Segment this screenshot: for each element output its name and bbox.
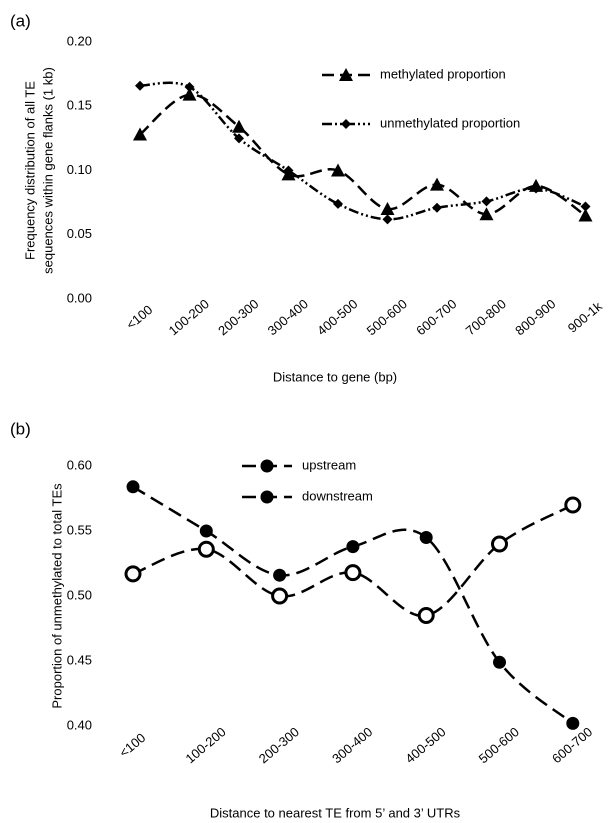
x-tick: 600-700 [549,724,595,766]
marker [273,568,287,582]
marker [126,480,140,494]
marker [184,81,195,92]
x-tick-label: 100-200 [183,724,229,766]
y-tick-label: 0.15 [67,98,92,113]
y-tick-label: 0.00 [67,290,92,305]
x-tick-label: 800-900 [512,296,558,338]
legend-marker [260,459,274,473]
x-tick-label: 600-700 [549,724,595,766]
marker [419,531,433,544]
x-tick-label: 300-400 [329,724,375,766]
x-tick: 400-500 [314,296,360,338]
marker [493,655,506,669]
y-tick-label: 0.60 [67,457,92,472]
y-tick-label: 0.10 [67,162,92,177]
legend-label: downstream [302,488,373,503]
x-tick-label: <100 [116,730,148,760]
series-line [132,485,574,725]
x-tick: <100 [123,302,155,332]
legend-marker [260,490,274,504]
x-tick-label: 500-600 [476,724,522,766]
panel-label: (a) [10,11,31,30]
marker [133,127,147,141]
marker [481,196,492,207]
x-tick: 400-500 [402,724,448,766]
marker [564,496,582,514]
marker [531,183,541,194]
marker [491,535,508,553]
x-tick-label: 200-300 [215,296,261,338]
x-tick: 200-300 [215,296,261,338]
marker [124,565,142,583]
series-line [139,93,587,217]
marker [346,540,360,554]
y-tick-label: 0.50 [67,587,92,602]
x-tick-label: 600-700 [413,296,459,338]
y-tick-label: 0.20 [67,33,92,48]
marker [331,163,345,177]
marker [417,607,435,624]
x-tick: 500-600 [476,724,522,766]
marker [283,165,294,176]
x-tick-label: 700-800 [463,296,509,338]
y-tick-label: 0.45 [67,652,92,667]
y-tick-label: 0.05 [67,226,92,241]
marker [430,177,444,191]
x-tick: <100 [116,730,148,760]
x-tick: 200-300 [256,724,302,766]
marker [432,202,442,213]
x-tick-label: 900-1k [565,298,605,335]
legend-marker [341,119,351,129]
panel-label: (b) [10,419,31,438]
marker [197,540,215,558]
legend-label: methylated proportion [380,66,506,81]
series-line [139,81,586,221]
marker [135,80,145,91]
x-tick-label: 100-200 [166,296,212,338]
x-tick: 100-200 [183,724,229,766]
legend-marker [339,68,353,81]
marker [271,587,289,605]
x-tick: 700-800 [463,296,509,338]
x-tick-label: 200-300 [256,724,302,766]
x-tick: 300-400 [265,296,311,338]
y-tick-label: 0.55 [67,522,92,537]
x-tick: 900-1k [565,298,605,335]
marker [566,716,580,730]
legend-label: upstream [302,457,356,472]
x-tick-label: <100 [123,302,155,332]
series-line [132,503,574,617]
marker [234,133,244,144]
x-tick-label: 400-500 [314,296,360,338]
marker [382,214,393,225]
y-axis-title: Proportion of unmethylated to total TEs [49,483,64,709]
x-axis-title: Distance to gene (bp) [273,369,397,384]
marker [232,119,246,133]
x-tick: 800-900 [512,296,558,338]
marker [182,87,197,101]
marker [380,202,395,216]
x-tick: 600-700 [413,296,459,338]
marker [580,201,591,212]
x-tick: 100-200 [166,296,212,338]
marker [578,208,593,222]
marker [333,198,343,209]
x-tick: 500-600 [364,296,410,338]
y-axis-title: sequences within gene flanks (1 kb) [40,67,55,274]
marker [199,524,213,538]
x-tick: 300-400 [329,724,375,766]
y-tick-label: 0.40 [67,717,92,732]
x-axis-title: Distance to nearest TE from 5’ and 3’ UT… [210,805,461,820]
legend-label: unmethylated proportion [380,115,520,130]
marker [479,207,494,221]
y-axis-title: Frequency distribution of all TE [22,81,37,260]
x-tick-label: 500-600 [364,296,410,338]
marker [344,564,362,582]
x-tick-label: 300-400 [265,296,311,338]
x-tick-label: 400-500 [402,724,448,766]
